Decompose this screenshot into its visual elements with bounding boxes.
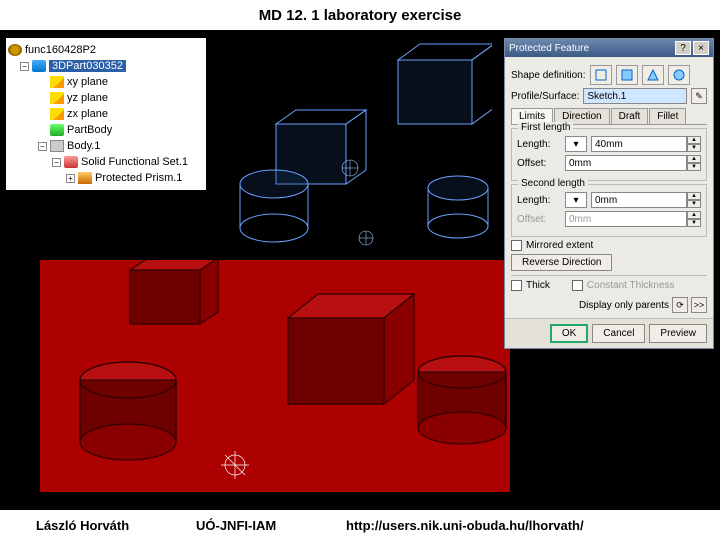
tree-plane-label: xy plane [67, 76, 108, 88]
footer-author: László Horváth [36, 518, 196, 533]
length1-spinner[interactable]: 40mm ▲▼ [591, 136, 701, 152]
expand-button[interactable]: >> [691, 297, 707, 313]
collapse-icon[interactable]: − [52, 158, 61, 167]
offset1-spinner[interactable]: 0mm ▲▼ [565, 155, 701, 171]
shape-def-label: Shape definition: [511, 70, 586, 81]
shape-option-3[interactable] [642, 65, 664, 85]
sfs-icon [64, 156, 78, 168]
tree-root[interactable]: func160428P2 [8, 42, 204, 58]
spin-down-icon[interactable]: ▼ [687, 144, 701, 152]
viewport-3d-top[interactable] [210, 38, 492, 256]
dialog-titlebar: Protected Feature ? × [505, 39, 713, 57]
footer-url: http://users.nik.uni-obuda.hu/lhorvath/ [346, 518, 584, 533]
length2-dropdown[interactable]: ▾ [565, 192, 587, 208]
tab-fillet[interactable]: Fillet [649, 108, 686, 124]
tree-plane-zx[interactable]: zx plane [8, 106, 204, 122]
first-length-group: First length Length: ▾ 40mm ▲▼ Offset: 0… [511, 128, 707, 181]
preview-button[interactable]: Preview [649, 324, 707, 343]
dialog-buttons: OK Cancel Preview [505, 318, 713, 348]
tab-draft[interactable]: Draft [611, 108, 649, 124]
spin-up-icon[interactable]: ▲ [687, 192, 701, 200]
length2-spinner[interactable]: 0mm ▲▼ [591, 192, 701, 208]
thick-label: Thick [526, 280, 550, 291]
spec-tree: func160428P2 − 3DPart030352 xy plane yz … [6, 38, 206, 190]
help-button[interactable]: ? [675, 41, 691, 55]
offset2-value[interactable]: 0mm [565, 211, 687, 227]
tree-part-label: 3DPart030352 [49, 60, 126, 72]
thick-checkbox[interactable] [511, 280, 522, 291]
length1-dropdown[interactable]: ▾ [565, 136, 587, 152]
profile-label: Profile/Surface: [511, 91, 579, 102]
collapse-icon[interactable]: − [38, 142, 47, 151]
slide-title: MD 12. 1 laboratory exercise [259, 7, 462, 24]
display-parents-button[interactable]: ⟳ [672, 297, 688, 313]
spin-up-icon[interactable]: ▲ [687, 211, 701, 219]
spin-up-icon[interactable]: ▲ [687, 136, 701, 144]
shape-option-4[interactable] [668, 65, 690, 85]
expand-icon[interactable]: + [66, 174, 75, 183]
tree-root-label: func160428P2 [25, 44, 96, 56]
tree-sfs-label: Solid Functional Set.1 [81, 156, 188, 168]
plane-icon [50, 108, 64, 120]
length1-value[interactable]: 40mm [591, 136, 687, 152]
length1-label: Length: [517, 139, 561, 150]
tree-partbody[interactable]: PartBody [8, 122, 204, 138]
reverse-direction-button[interactable]: Reverse Direction [511, 254, 612, 271]
tree-pp-label: Protected Prism.1 [95, 172, 182, 184]
offset1-label: Offset: [517, 158, 561, 169]
tree-pp[interactable]: + Protected Prism.1 [8, 170, 204, 186]
tree-part[interactable]: − 3DPart030352 [8, 58, 204, 74]
slide-footer: László Horváth UÓ-JNFI-IAM http://users.… [0, 510, 720, 540]
viewport-3d-bottom[interactable] [40, 260, 510, 492]
tree-partbody-label: PartBody [67, 124, 112, 136]
spin-up-icon[interactable]: ▲ [687, 155, 701, 163]
tree-plane-label: zx plane [67, 108, 108, 120]
length2-label: Length: [517, 195, 561, 206]
sketch-button[interactable]: ✎ [691, 88, 707, 104]
part-icon [32, 60, 46, 72]
offset2-spinner[interactable]: 0mm ▲▼ [565, 211, 701, 227]
plane-icon [50, 92, 64, 104]
tree-body[interactable]: − Body.1 [8, 138, 204, 154]
offset1-value[interactable]: 0mm [565, 155, 687, 171]
shape-option-1[interactable] [590, 65, 612, 85]
mirror-label: Mirrored extent [526, 240, 593, 251]
spin-down-icon[interactable]: ▼ [687, 219, 701, 227]
tree-plane-label: yz plane [67, 92, 108, 104]
second-length-title: Second length [518, 178, 588, 189]
protected-feature-dialog: Protected Feature ? × Shape definition: … [504, 38, 714, 349]
collapse-icon[interactable]: − [20, 62, 29, 71]
gear-icon [8, 44, 22, 56]
cancel-button[interactable]: Cancel [592, 324, 645, 343]
profile-field[interactable]: Sketch.1 [583, 88, 687, 104]
display-parents-label: Display only parents [579, 300, 669, 311]
tree-body-label: Body.1 [67, 140, 100, 152]
const-thickness-label: Constant Thickness [587, 280, 675, 291]
close-button[interactable]: × [693, 41, 709, 55]
footer-org: UÓ-JNFI-IAM [196, 518, 346, 533]
ok-button[interactable]: OK [550, 324, 588, 343]
tree-plane-xy[interactable]: xy plane [8, 74, 204, 90]
partbody-icon [50, 124, 64, 136]
tree-sfs[interactable]: − Solid Functional Set.1 [8, 154, 204, 170]
const-thickness-checkbox[interactable] [572, 280, 583, 291]
first-length-title: First length [518, 122, 573, 133]
tree-plane-yz[interactable]: yz plane [8, 90, 204, 106]
offset2-label: Offset: [517, 214, 561, 225]
length2-value[interactable]: 0mm [591, 192, 687, 208]
mirror-checkbox[interactable] [511, 240, 522, 251]
spin-down-icon[interactable]: ▼ [687, 163, 701, 171]
slide-header: MD 12. 1 laboratory exercise [0, 0, 720, 30]
shape-option-2[interactable] [616, 65, 638, 85]
second-length-group: Second length Length: ▾ 0mm ▲▼ Offset: 0… [511, 184, 707, 237]
dialog-title: Protected Feature [509, 43, 589, 54]
body-icon [50, 140, 64, 152]
spin-down-icon[interactable]: ▼ [687, 200, 701, 208]
plane-icon [50, 76, 64, 88]
prism-icon [78, 172, 92, 184]
